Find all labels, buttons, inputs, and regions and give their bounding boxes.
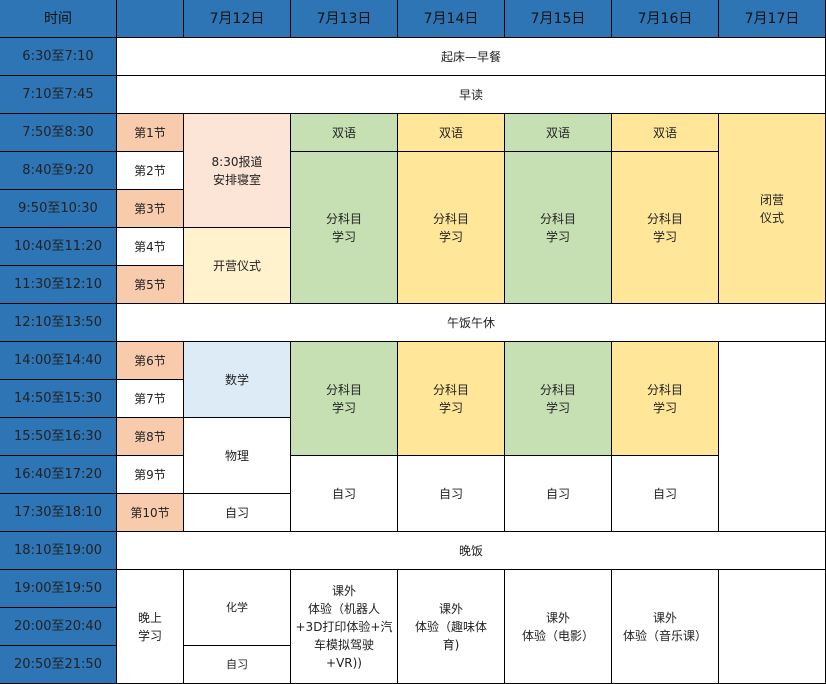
- self-study-cell: 自习: [398, 456, 505, 532]
- bilingual-cell: 双语: [612, 114, 719, 152]
- time-cell: 20:00至20:40: [0, 608, 117, 646]
- subject-study-cell: 分科目 学习: [291, 342, 398, 456]
- period-cell: 第5节: [117, 266, 184, 304]
- header-time: 时间: [0, 0, 117, 38]
- empty-cell: [719, 570, 826, 684]
- header-day: 7月17日: [719, 0, 826, 38]
- time-cell: 16:40至17:20: [0, 456, 117, 494]
- lunch-row: 午饭午休: [117, 304, 826, 342]
- time-cell: 15:50至16:30: [0, 418, 117, 456]
- time-cell: 8:40至9:20: [0, 152, 117, 190]
- period-cell: 第9节: [117, 456, 184, 494]
- bilingual-cell: 双语: [398, 114, 505, 152]
- dinner-row: 晚饭: [117, 532, 826, 570]
- time-cell: 10:40至11:20: [0, 228, 117, 266]
- time-cell: 11:30至12:10: [0, 266, 117, 304]
- period-cell: 第3节: [117, 190, 184, 228]
- header-day: 7月16日: [612, 0, 719, 38]
- time-cell: 17:30至18:10: [0, 494, 117, 532]
- subject-study-cell: 分科目 学习: [612, 342, 719, 456]
- physics-cell: 物理: [184, 418, 291, 494]
- extracurricular-cell: 课外 体验（电影）: [505, 570, 612, 684]
- period-cell: 第2节: [117, 152, 184, 190]
- extracurricular-cell: 课外 体验（趣味体 育): [398, 570, 505, 684]
- wake-breakfast-row: 起床—早餐: [117, 38, 826, 76]
- period-cell: 第1节: [117, 114, 184, 152]
- self-study-cell: 自习: [612, 456, 719, 532]
- chemistry-cell: 化学: [184, 570, 291, 646]
- self-study-cell: 自习: [184, 646, 291, 684]
- time-cell: 7:10至7:45: [0, 76, 117, 114]
- bilingual-cell: 双语: [291, 114, 398, 152]
- math-cell: 数学: [184, 342, 291, 418]
- subject-study-cell: 分科目 学习: [612, 152, 719, 304]
- time-cell: 20:50至21:50: [0, 646, 117, 684]
- self-study-cell: 自习: [291, 456, 398, 532]
- subject-study-cell: 分科目 学习: [398, 342, 505, 456]
- subject-study-cell: 分科目 学习: [505, 152, 612, 304]
- self-study-cell: 自习: [184, 494, 291, 532]
- bilingual-cell: 双语: [505, 114, 612, 152]
- period-cell: 第8节: [117, 418, 184, 456]
- morning-read-row: 早读: [117, 76, 826, 114]
- registration-cell: 8:30报道 安排寝室: [184, 114, 291, 228]
- opening-ceremony-cell: 开营仪式: [184, 228, 291, 304]
- period-cell: 第10节: [117, 494, 184, 532]
- subject-study-cell: 分科目 学习: [398, 152, 505, 304]
- time-cell: 9:50至10:30: [0, 190, 117, 228]
- header-day: 7月13日: [291, 0, 398, 38]
- period-cell: 第4节: [117, 228, 184, 266]
- time-cell: 19:00至19:50: [0, 570, 117, 608]
- time-cell: 6:30至7:10: [0, 38, 117, 76]
- extracurricular-cell: 课外 体验（音乐课）: [612, 570, 719, 684]
- self-study-cell: 自习: [505, 456, 612, 532]
- period-cell: 第7节: [117, 380, 184, 418]
- extracurricular-cell: 课外 体验（机器人 +3D打印体验+汽 车模拟驾驶 +VR)): [291, 570, 398, 684]
- period-cell: 第6节: [117, 342, 184, 380]
- time-cell: 14:50至15:30: [0, 380, 117, 418]
- time-cell: 7:50至8:30: [0, 114, 117, 152]
- header-day: 7月14日: [398, 0, 505, 38]
- evening-study-label: 晚上 学习: [117, 570, 184, 684]
- header-day: 7月12日: [184, 0, 291, 38]
- subject-study-cell: 分科目 学习: [291, 152, 398, 304]
- header-blank: [117, 0, 184, 38]
- closing-ceremony-cell: 闭营 仪式: [719, 114, 826, 304]
- header-day: 7月15日: [505, 0, 612, 38]
- time-cell: 12:10至13:50: [0, 304, 117, 342]
- time-cell: 18:10至19:00: [0, 532, 117, 570]
- time-cell: 14:00至14:40: [0, 342, 117, 380]
- empty-cell: [719, 342, 826, 532]
- subject-study-cell: 分科目 学习: [505, 342, 612, 456]
